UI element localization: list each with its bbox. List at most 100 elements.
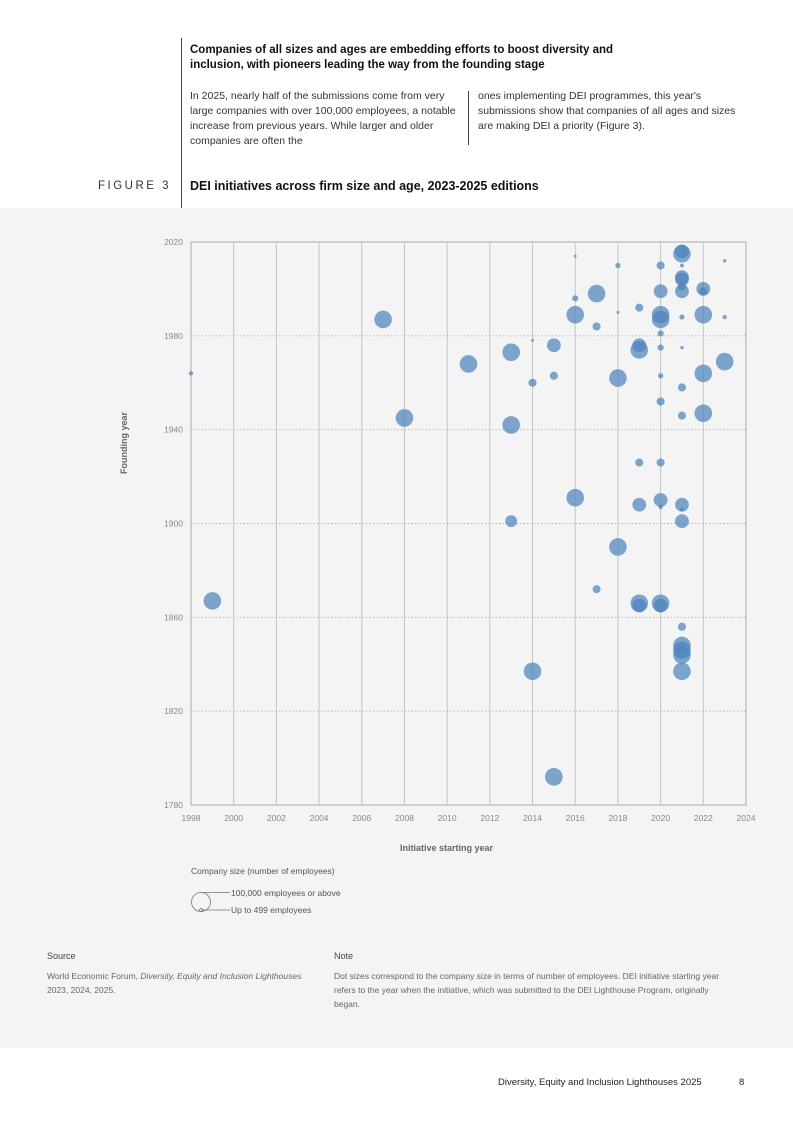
- source-tail: 2023, 2024, 2025.: [47, 985, 116, 995]
- source-text: World Economic Forum, Diversity, Equity …: [47, 969, 307, 997]
- data-point: [609, 369, 627, 387]
- data-point: [188, 371, 194, 376]
- data-point: [675, 284, 689, 299]
- data-point: [587, 284, 606, 303]
- intro-text-column-2: ones implementing DEI programmes, this y…: [478, 90, 736, 132]
- legend-large-label: 100,000 employees or above: [231, 888, 341, 898]
- data-point: [694, 364, 713, 383]
- data-point: [566, 305, 585, 324]
- y-tick-label: 1980: [164, 331, 183, 341]
- data-point: [549, 371, 558, 380]
- data-point: [656, 261, 665, 270]
- data-point: [203, 592, 222, 610]
- data-point: [615, 262, 621, 269]
- data-point: [632, 598, 647, 613]
- column-divider: [468, 91, 469, 145]
- data-point: [546, 338, 561, 353]
- data-point: [635, 303, 644, 312]
- footer-title: Diversity, Equity and Inclusion Lighthou…: [498, 1077, 702, 1088]
- legend-title: Company size (number of employees): [191, 866, 335, 876]
- data-point: [635, 458, 644, 467]
- data-point: [675, 497, 689, 512]
- data-point: [656, 458, 665, 467]
- y-axis-label: Founding year: [119, 412, 129, 475]
- x-tick-label: 2016: [566, 813, 585, 823]
- x-tick-label: 2022: [694, 813, 713, 823]
- data-point: [677, 622, 687, 631]
- data-point: [715, 352, 734, 371]
- x-tick-label: 2002: [267, 813, 286, 823]
- y-tick-label: 1780: [164, 800, 183, 810]
- data-point: [722, 259, 727, 263]
- header-rule: [181, 38, 182, 208]
- data-point: [374, 310, 392, 329]
- data-point: [395, 409, 414, 427]
- legend-size-symbol: [191, 892, 230, 912]
- data-point: [673, 244, 691, 263]
- data-point: [505, 515, 518, 528]
- data-point: [722, 314, 727, 320]
- data-point: [699, 287, 708, 296]
- x-tick-label: 2008: [395, 813, 414, 823]
- data-point: [675, 272, 689, 287]
- y-tick-label: 1940: [164, 425, 183, 435]
- source-plain: World Economic Forum,: [47, 971, 139, 981]
- x-tick-label: 2018: [608, 813, 627, 823]
- x-tick-label: 2010: [438, 813, 457, 823]
- section-heading: Companies of all sizes and ages are embe…: [190, 44, 614, 71]
- x-tick-label: 2024: [737, 813, 756, 823]
- data-point: [673, 646, 691, 664]
- data-point: [545, 768, 563, 786]
- figure-title: DEI initiatives across firm size and age…: [190, 179, 539, 193]
- data-point: [694, 404, 713, 423]
- x-tick-label: 2012: [480, 813, 499, 823]
- data-point: [673, 662, 691, 681]
- data-point: [630, 341, 649, 359]
- data-point: [523, 662, 542, 681]
- x-tick-label: 2014: [523, 813, 542, 823]
- data-point: [680, 507, 684, 512]
- data-point: [632, 497, 647, 512]
- data-point: [677, 383, 687, 392]
- x-tick-label: 2006: [352, 813, 371, 823]
- data-point: [657, 373, 664, 379]
- y-tick-label: 1860: [164, 612, 183, 622]
- data-point: [651, 310, 670, 329]
- y-tick-label: 2020: [164, 237, 183, 247]
- y-tick-label: 1820: [164, 706, 183, 716]
- source-italic: Diversity, Equity and Inclusion Lighthou…: [140, 971, 302, 981]
- bubble-chart: 1998 2000 2002 2004 2006 2008 2010 2012 2014 2016…: [119, 237, 756, 853]
- data-point: [653, 493, 668, 507]
- data-point: [657, 330, 664, 337]
- data-point: [677, 411, 687, 420]
- note-heading: Note: [334, 951, 354, 961]
- legend-small-label: Up to 499 employees: [231, 905, 312, 915]
- data-point: [653, 598, 668, 613]
- note-text: Dot sizes correspond to the company size…: [334, 971, 720, 1009]
- data-point: [656, 397, 665, 406]
- x-tick-label: 2000: [224, 813, 243, 823]
- data-point: [572, 295, 579, 302]
- data-point: [675, 514, 689, 529]
- page-number: 8: [739, 1077, 745, 1088]
- data-point: [616, 310, 620, 314]
- x-tick-label: 2004: [310, 813, 329, 823]
- data-point: [694, 305, 713, 324]
- data-point: [680, 263, 684, 268]
- x-tick-label: 1998: [182, 813, 201, 823]
- data-point: [653, 284, 668, 299]
- data-point: [502, 343, 520, 362]
- data-point: [459, 355, 478, 373]
- data-point: [531, 339, 534, 342]
- data-point: [609, 538, 627, 556]
- data-point: [680, 345, 684, 350]
- data-point: [502, 416, 520, 434]
- y-tick-label: 1900: [164, 519, 183, 529]
- data-point: [566, 488, 585, 507]
- figure-label: FIGURE 3: [98, 180, 172, 192]
- intro-text-column-1: In 2025, nearly half of the submissions …: [190, 90, 456, 147]
- data-point: [592, 322, 601, 331]
- data-point: [528, 378, 537, 387]
- x-axis-label: Initiative starting year: [400, 843, 494, 853]
- data-point: [657, 344, 664, 351]
